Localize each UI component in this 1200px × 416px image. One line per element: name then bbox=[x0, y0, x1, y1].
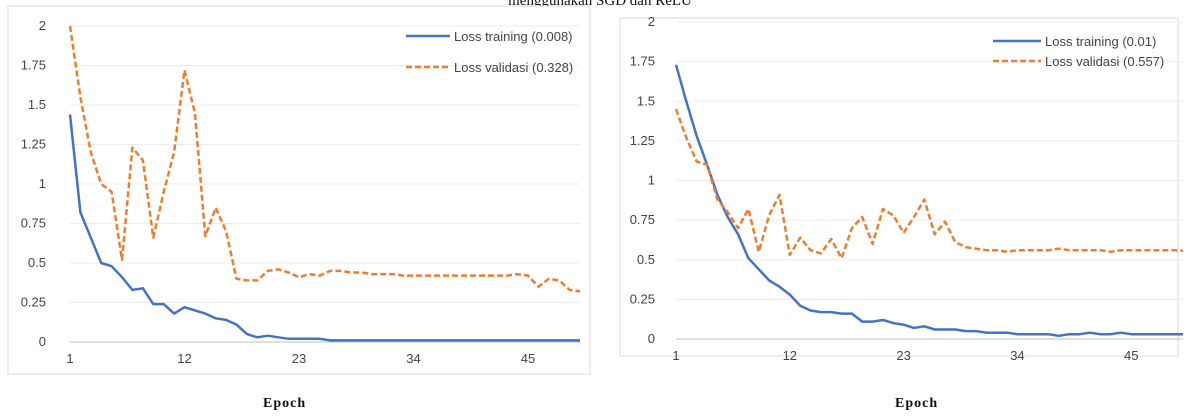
x-tick-label: 1 bbox=[66, 351, 73, 366]
y-tick-label: 1 bbox=[39, 176, 46, 191]
x-tick-label: 12 bbox=[177, 351, 191, 366]
x-tick-label: 23 bbox=[896, 348, 910, 363]
y-tick-label: 1.75 bbox=[630, 54, 655, 69]
legend-label: Loss validasi (0.328) bbox=[454, 60, 573, 75]
y-tick-label: 1.5 bbox=[637, 93, 655, 108]
y-tick-label: 0 bbox=[39, 334, 46, 349]
x-tick-label: 45 bbox=[521, 351, 535, 366]
y-tick-label: 1 bbox=[648, 173, 655, 188]
y-tick-label: 2 bbox=[648, 14, 655, 29]
figure-caption: menggunakan SGD dan ReLU bbox=[508, 0, 692, 9]
y-tick-label: 0.25 bbox=[21, 295, 46, 310]
y-tick-label: 1.75 bbox=[21, 58, 46, 73]
x-tick-label: 23 bbox=[292, 351, 306, 366]
y-tick-label: 1.25 bbox=[21, 137, 46, 152]
chart-left-x-axis-title: Epoch bbox=[263, 396, 307, 411]
series-line-loss-validasi bbox=[674, 108, 1184, 260]
x-tick-label: 34 bbox=[406, 351, 420, 366]
legend-label: Loss training (0.008) bbox=[454, 29, 573, 44]
series-line-loss-training bbox=[674, 64, 1183, 338]
x-tick-label: 45 bbox=[1124, 348, 1138, 363]
x-tick-label: 34 bbox=[1010, 348, 1024, 363]
y-tick-label: 0.25 bbox=[630, 291, 655, 306]
y-tick-label: 1.25 bbox=[630, 133, 655, 148]
y-tick-label: 0.5 bbox=[637, 252, 655, 267]
y-tick-label: 2 bbox=[39, 18, 46, 33]
y-tick-label: 0.75 bbox=[630, 212, 655, 227]
chart-panel-right: 0 0.25 0.5 0.75 1 1.25 1.5 1.75 2 1 12 23 34 45 Loss t… bbox=[600, 0, 1200, 416]
chart-frame bbox=[7, 5, 591, 375]
y-tick-label: 0.75 bbox=[21, 216, 46, 231]
legend-label: Loss validasi (0.557) bbox=[1045, 54, 1164, 69]
chart-panel-left: 0 0.25 0.5 0.75 1 1.25 1.5 1.75 2 1 12 23 34 45 Loss t… bbox=[7, 5, 591, 375]
y-tick-label: 0.5 bbox=[28, 255, 46, 270]
x-tick-label: 12 bbox=[783, 348, 797, 363]
chart-right-x-axis-title: Epoch bbox=[895, 396, 939, 411]
series-line-loss-training bbox=[68, 114, 580, 342]
legend-label: Loss training (0.01) bbox=[1045, 34, 1156, 49]
chart-right-svg: 0 0.25 0.5 0.75 1 1.25 1.5 1.75 2 1 12 23 34 45 Loss t… bbox=[619, 14, 1184, 363]
x-tick-label: 1 bbox=[672, 348, 679, 363]
chart-left-svg: 0 0.25 0.5 0.75 1 1.25 1.5 1.75 2 1 12 23 34 45 Loss t… bbox=[7, 5, 591, 375]
y-tick-label: 1.5 bbox=[28, 97, 46, 112]
y-tick-label: 0 bbox=[648, 331, 655, 346]
